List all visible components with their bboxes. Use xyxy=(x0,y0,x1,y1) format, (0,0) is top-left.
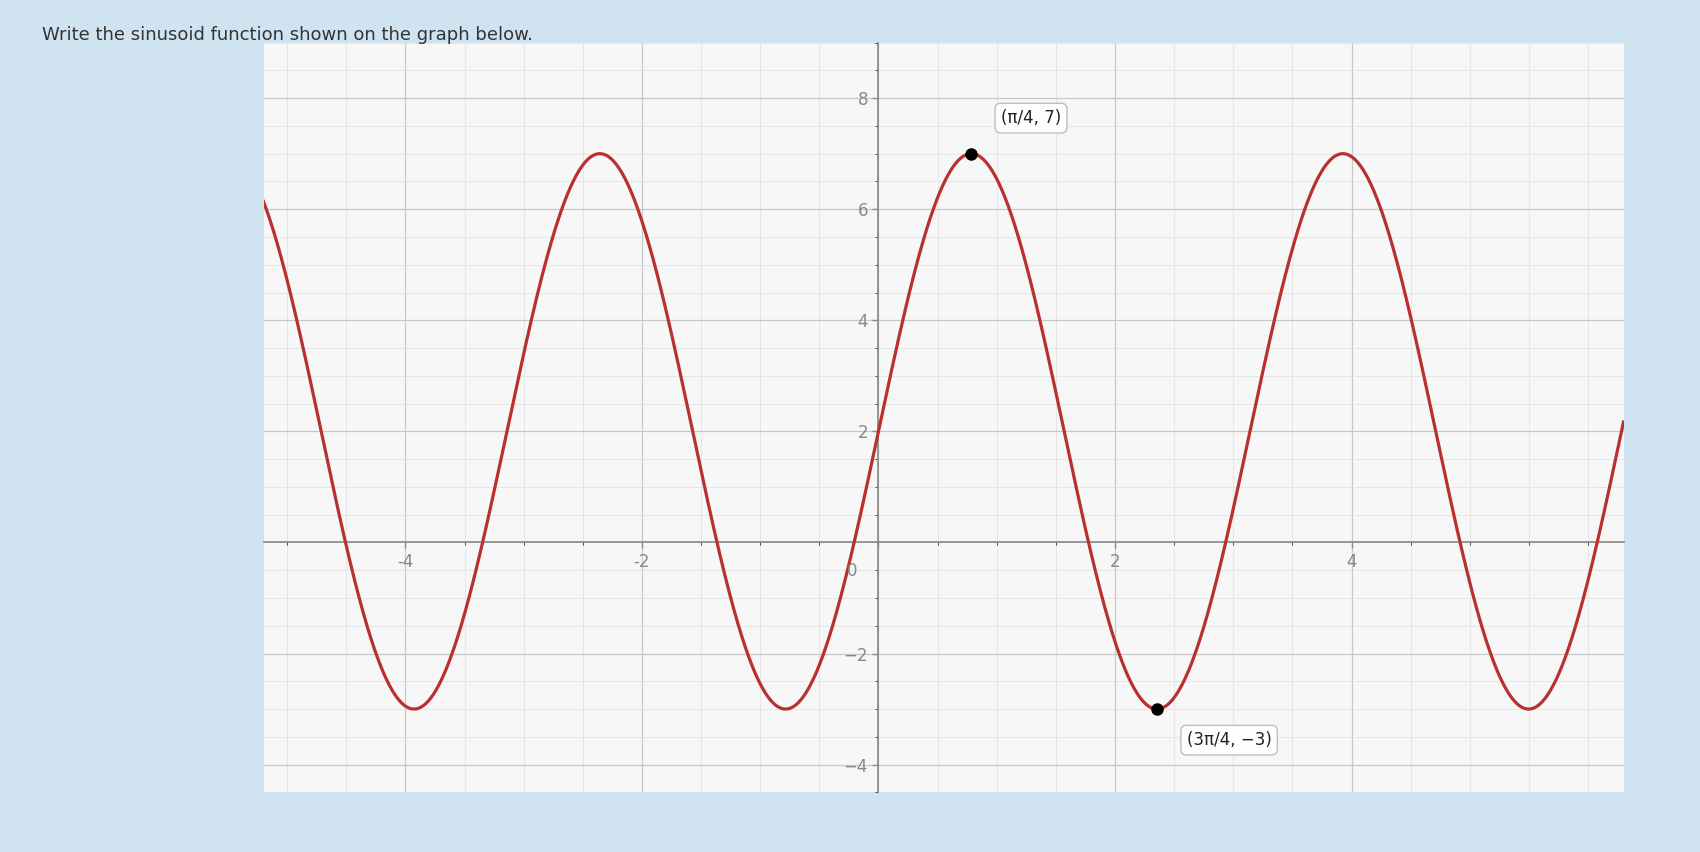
Text: Write the sinusoid function shown on the graph below.: Write the sinusoid function shown on the… xyxy=(42,26,534,43)
Text: 0: 0 xyxy=(847,561,857,580)
Text: (π/4, 7): (π/4, 7) xyxy=(1001,109,1061,127)
Text: (3π/4, −3): (3π/4, −3) xyxy=(1187,731,1272,749)
